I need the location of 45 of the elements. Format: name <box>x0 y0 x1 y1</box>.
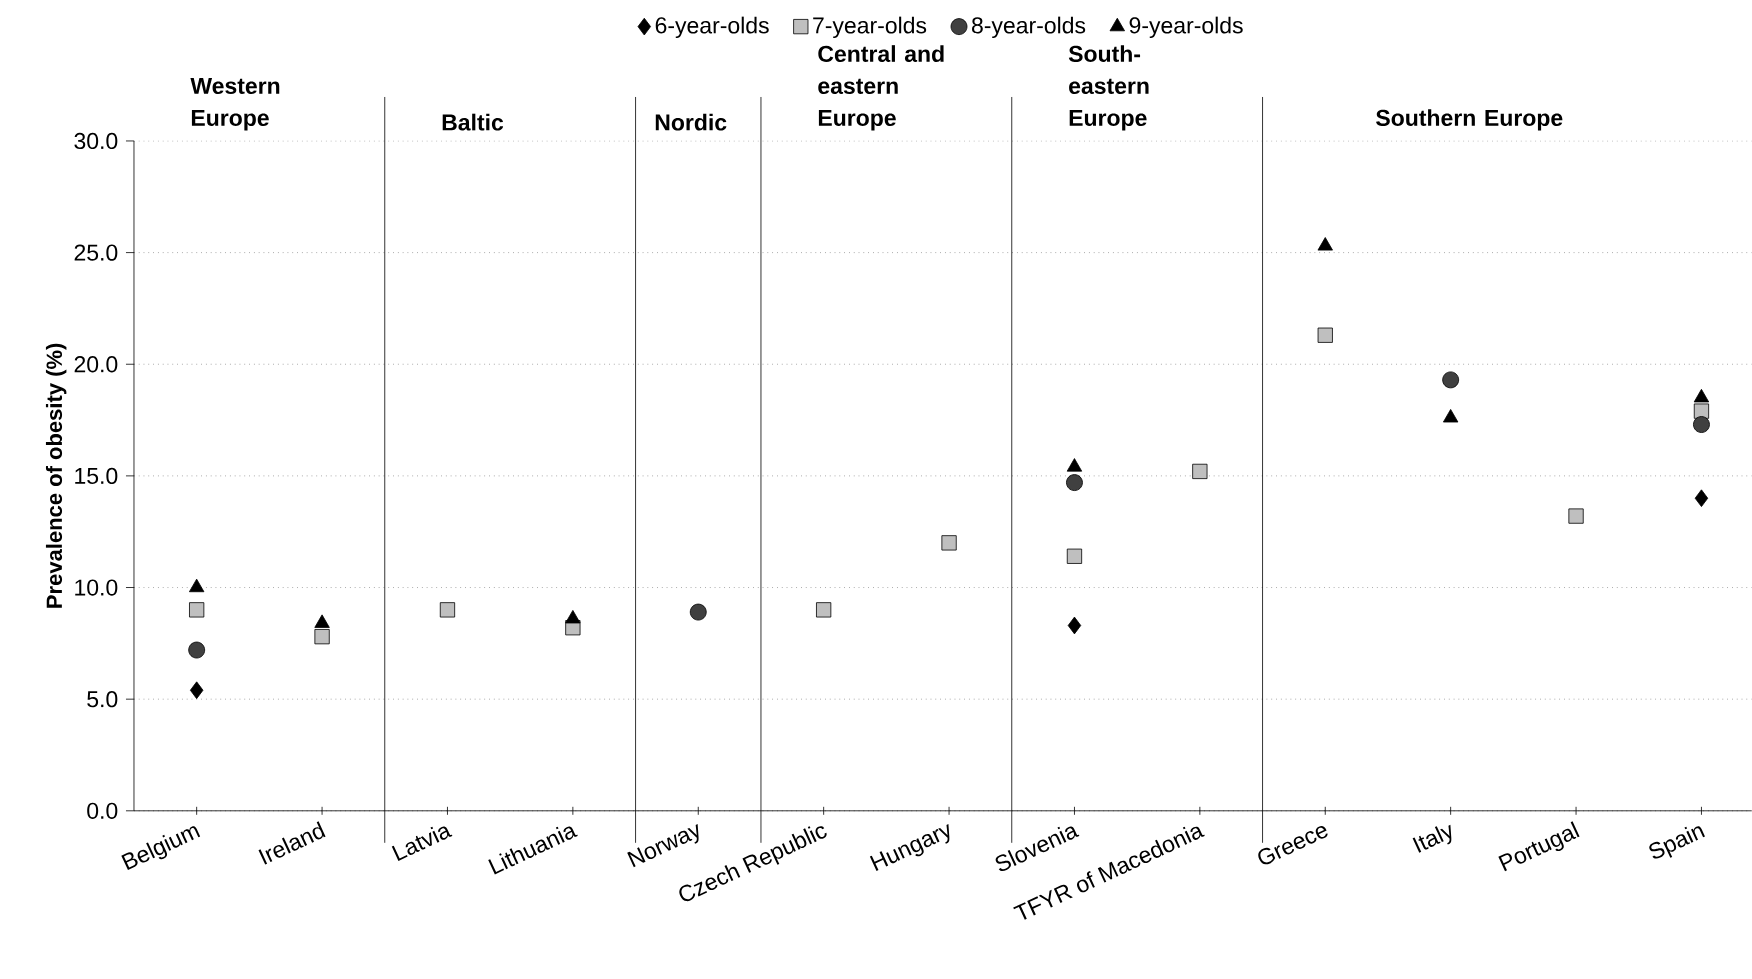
point <box>1192 463 1208 480</box>
y-tick-label: 20.0 <box>74 356 118 373</box>
text: Nordic <box>655 113 727 131</box>
point <box>439 602 456 618</box>
point <box>1066 474 1083 492</box>
point <box>189 602 205 618</box>
y-tick-label: 15.0 <box>75 467 118 485</box>
x-tick-label: Latvia <box>391 826 453 862</box>
y-tick-label: 30.0 <box>74 132 118 150</box>
point <box>1442 371 1460 389</box>
point <box>565 610 581 624</box>
y-tick-label: 10.0 <box>75 579 118 596</box>
text: Southern Europe <box>1376 109 1563 131</box>
text: Western Europe <box>190 78 280 131</box>
text: Central and eastern Europe <box>818 45 944 131</box>
y-tick-label: 5.0 <box>87 691 118 708</box>
point <box>1693 389 1710 403</box>
point <box>1317 327 1333 343</box>
point <box>314 629 330 645</box>
y-axis-title: Prevalence of obesity (%) <box>45 343 67 608</box>
point <box>189 681 204 700</box>
point <box>1442 409 1459 423</box>
point <box>188 578 205 593</box>
point <box>188 641 206 659</box>
text: Baltic <box>442 113 504 131</box>
point <box>816 602 832 618</box>
point <box>1693 416 1710 434</box>
point <box>689 603 707 621</box>
point <box>1066 548 1083 564</box>
legend-label: 6-year-olds <box>655 16 769 39</box>
y-tick-label: 25.0 <box>74 244 118 261</box>
legend-label: 8-year-olds <box>972 16 1086 39</box>
point <box>1568 508 1584 524</box>
point <box>1317 237 1333 251</box>
x-tick-label: Italy <box>1412 824 1452 853</box>
y-tick-label: 0.0 <box>87 802 118 820</box>
legend-label: 7-year-olds <box>813 16 927 39</box>
point <box>1694 489 1709 508</box>
text: South-eastern Europe <box>1068 45 1149 131</box>
x-tick-label: Spain <box>1649 826 1705 859</box>
point <box>941 535 957 551</box>
x-tick-label: Greece <box>1258 826 1328 865</box>
point <box>1066 458 1083 472</box>
legend-label: 9-year-olds <box>1129 16 1243 39</box>
point <box>1067 616 1082 635</box>
